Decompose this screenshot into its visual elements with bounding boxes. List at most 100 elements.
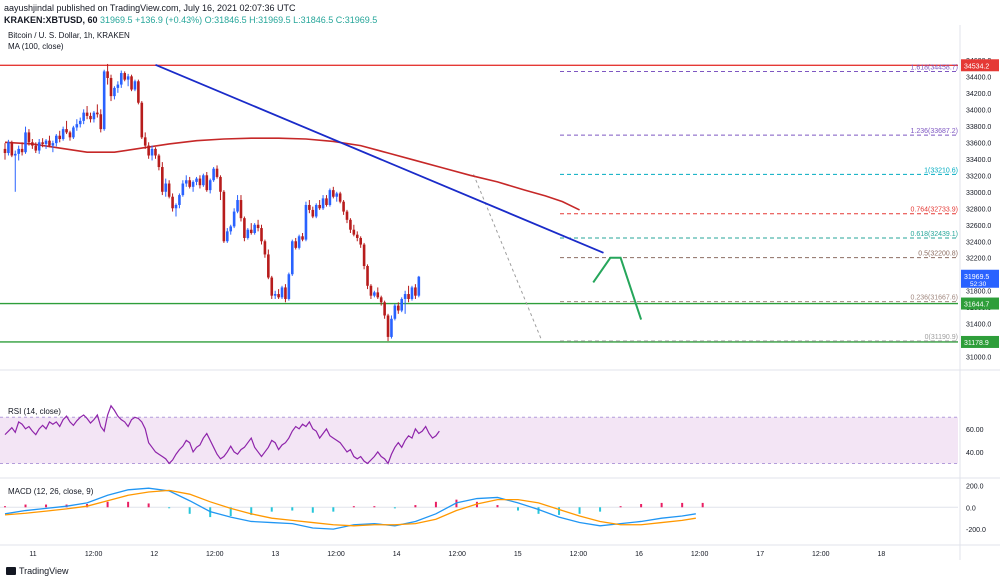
candle-body bbox=[212, 168, 215, 181]
candle-body bbox=[219, 176, 222, 192]
candle-body bbox=[397, 305, 400, 311]
candle-body bbox=[58, 135, 62, 140]
candle-body bbox=[400, 298, 404, 311]
candle-body bbox=[61, 129, 65, 140]
price-tick-label: 34400.0 bbox=[966, 74, 991, 81]
macd-histogram-bar bbox=[681, 502, 684, 508]
candle-body bbox=[243, 218, 246, 238]
price-tick-label: 31800.0 bbox=[966, 289, 991, 296]
rsi-tick-label: 40.00 bbox=[966, 450, 984, 457]
time-tick-label: 15 bbox=[514, 551, 522, 558]
projected-path bbox=[592, 256, 643, 320]
price-tick-label: 34000.0 bbox=[966, 107, 991, 114]
candle-body bbox=[161, 167, 164, 192]
candle-body bbox=[198, 178, 202, 186]
candle-body bbox=[256, 224, 260, 229]
candle-body bbox=[147, 145, 150, 156]
price-tick-label: 31400.0 bbox=[966, 322, 991, 329]
candle-body bbox=[150, 148, 154, 156]
candle-body bbox=[263, 241, 267, 255]
candle-body bbox=[229, 226, 233, 232]
macd-indicator-label: MACD (12, 26, close, 9) bbox=[8, 487, 94, 496]
candle-body bbox=[123, 73, 126, 80]
macd-histogram-bar bbox=[229, 507, 232, 516]
candle-body bbox=[232, 211, 236, 227]
candle-body bbox=[13, 153, 17, 156]
macd-histogram-bar bbox=[45, 504, 48, 508]
candle-body bbox=[191, 181, 195, 187]
price-tick-label: 33000.0 bbox=[966, 190, 991, 197]
candle-body bbox=[178, 195, 181, 205]
candle-body bbox=[239, 200, 243, 219]
ma100-line bbox=[4, 137, 580, 211]
time-tick-label: 12:00 bbox=[206, 551, 224, 558]
price-tick-label: 33800.0 bbox=[966, 124, 991, 131]
macd-histogram-bar bbox=[393, 507, 396, 509]
macd-histogram-bar bbox=[578, 507, 581, 514]
macd-histogram-bar bbox=[291, 507, 294, 511]
candle-body bbox=[157, 155, 161, 168]
macd-tick-label: -200.0 bbox=[966, 527, 986, 534]
candle-body bbox=[383, 302, 386, 316]
macd-histogram-bar bbox=[640, 504, 643, 508]
time-tick-label: 13 bbox=[272, 551, 280, 558]
last-price-label: 31969.5 bbox=[964, 274, 989, 281]
candle-body bbox=[273, 294, 277, 296]
fib-level-label: 1.236(33687.2) bbox=[911, 128, 958, 135]
macd-histogram-bar bbox=[660, 502, 663, 508]
fib-level-label: 0.236(31667.6) bbox=[911, 295, 958, 302]
macd-histogram-bar bbox=[188, 507, 191, 514]
candle-body bbox=[376, 292, 380, 298]
macd-histogram-bar bbox=[701, 502, 704, 508]
time-tick-label: 12:00 bbox=[691, 551, 709, 558]
macd-histogram-bar bbox=[147, 503, 150, 508]
rsi-indicator-label: RSI (14, close) bbox=[8, 407, 61, 416]
candle-body bbox=[304, 204, 308, 240]
macd-histogram-bar bbox=[270, 507, 273, 512]
candle-body bbox=[362, 244, 366, 266]
level-badge bbox=[961, 59, 999, 72]
fib-level-label: 1(33210.6) bbox=[924, 167, 958, 174]
macd-histogram-bar bbox=[168, 507, 171, 509]
candle-body bbox=[373, 292, 376, 296]
time-tick-label: 12:00 bbox=[85, 551, 103, 558]
macd-histogram-bar bbox=[496, 505, 499, 508]
time-tick-label: 11 bbox=[29, 551, 36, 558]
candle-body bbox=[208, 180, 212, 191]
candle-body bbox=[311, 209, 315, 217]
price-tick-label: 34200.0 bbox=[966, 91, 991, 98]
time-tick-label: 16 bbox=[635, 551, 643, 558]
tradingview-logo-icon bbox=[6, 567, 16, 575]
candle-body bbox=[48, 140, 51, 146]
candle-body bbox=[359, 237, 362, 245]
level-badge bbox=[961, 297, 999, 310]
macd-histogram-bar bbox=[250, 507, 253, 515]
time-tick-label: 18 bbox=[878, 551, 886, 558]
level-badge bbox=[961, 335, 999, 348]
candle-body bbox=[92, 112, 96, 120]
price-tick-label: 32600.0 bbox=[966, 223, 991, 230]
candle-body bbox=[174, 204, 178, 209]
macd-histogram-bar bbox=[558, 507, 561, 515]
candle-body bbox=[24, 132, 27, 153]
candle-body bbox=[297, 236, 301, 248]
level-badge-label: 31178.9 bbox=[964, 340, 989, 347]
descending-trend-line bbox=[155, 63, 604, 254]
tradingview-logo: TradingView bbox=[6, 566, 69, 576]
candle-body bbox=[417, 276, 421, 296]
candle-body bbox=[10, 142, 14, 156]
macd-histogram-bar bbox=[311, 507, 314, 513]
main-pane-title: Bitcoin / U. S. Dollar, 1h, KRAKEN bbox=[8, 31, 130, 40]
rsi-tick-label: 60.00 bbox=[966, 427, 984, 434]
candle-body bbox=[355, 234, 359, 238]
candle-body bbox=[89, 115, 92, 120]
candle-body bbox=[260, 228, 263, 242]
tradingview-brand: TradingView bbox=[19, 566, 69, 576]
candle-body bbox=[27, 132, 31, 143]
candle-body bbox=[321, 198, 325, 209]
level-badge-label: 34534.2 bbox=[964, 63, 989, 70]
candle-body bbox=[137, 81, 140, 103]
candle-body bbox=[318, 204, 321, 209]
candle-body bbox=[51, 143, 55, 146]
